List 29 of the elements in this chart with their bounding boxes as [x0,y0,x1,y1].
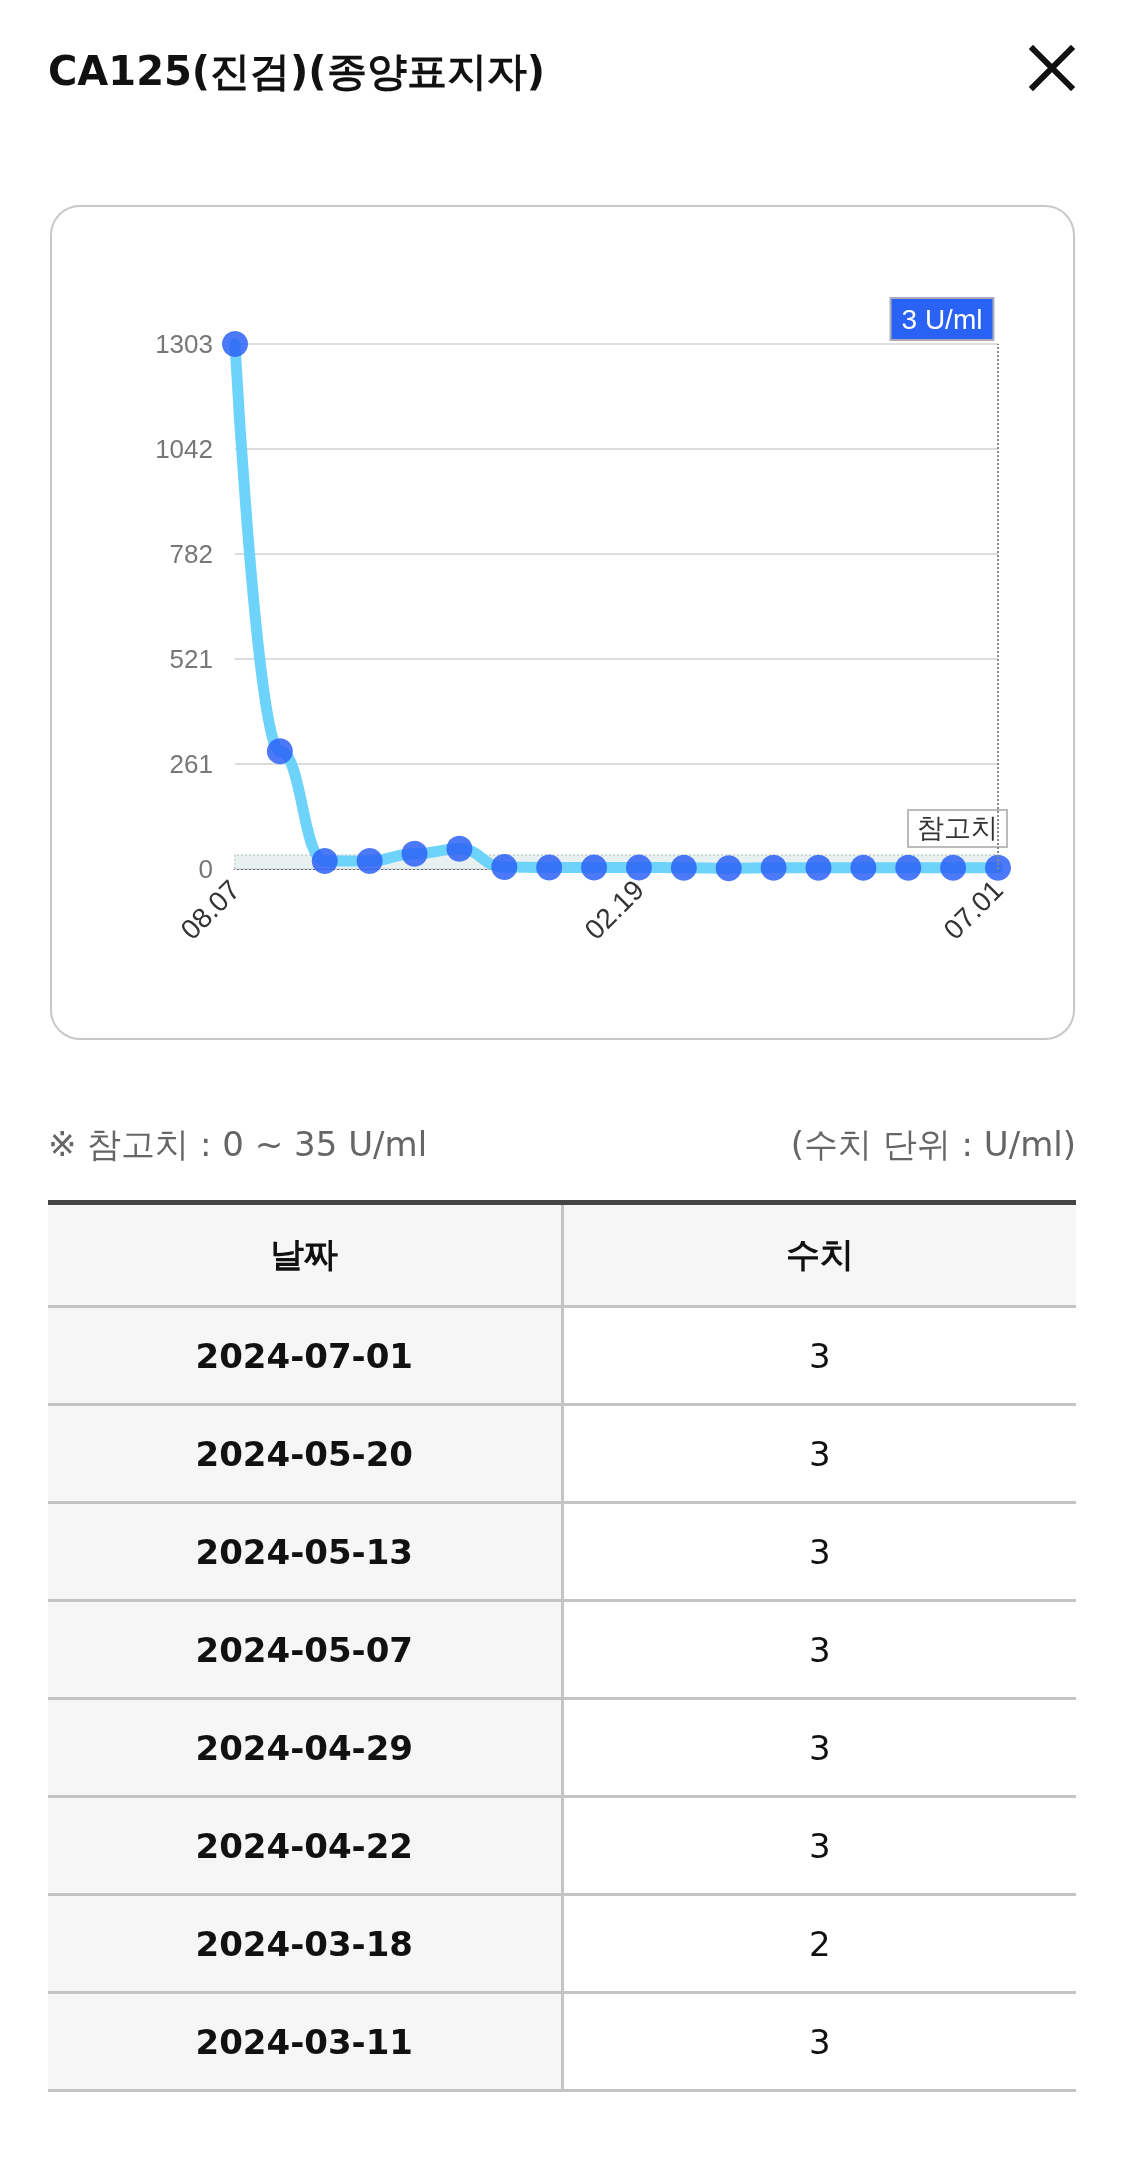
data-label: 3 [562,1306,1076,1405]
category-label: 2024-04-22 [48,1796,562,1895]
y-tick-label: 261 [169,748,213,779]
category-label: 2024-03-18 [48,1894,562,1993]
data-label: 3 [562,1698,1076,1797]
category-label: 2024-07-01 [48,1306,562,1405]
y-tick-label: 0 [198,854,213,884]
category-label: 2024-05-07 [48,1600,562,1699]
category-label: 2024-03-11 [48,1992,562,2091]
text: 3 U/ml [901,303,983,335]
data-label: 3 [562,1404,1076,1503]
band-label: 참고치 [917,813,998,844]
text: 날짜 [48,1202,562,1307]
text: 수치 [562,1202,1076,1307]
y-tick-label: 1042 [155,434,213,465]
data-label: 3 [562,1992,1076,2091]
y-tick-label: 782 [169,538,213,569]
category-label: 2024-05-13 [48,1502,562,1601]
text: (수치 단위 : U/ml) [790,1123,1076,1166]
data-label: 3 [562,1600,1076,1699]
category-label: 2024-05-20 [48,1404,562,1503]
y-tick-label: 1303 [155,329,213,359]
data-label: 3 [562,1796,1076,1895]
y-tick-label: 521 [169,644,213,675]
data-label: 3 [562,1502,1076,1601]
data-label: 2 [562,1894,1076,1993]
chart-title: CA125(진검)(종양표지자) [48,47,545,96]
category-label: 2024-04-29 [48,1698,562,1797]
text: ※ 참고치 : 0 ~ 35 U/ml [48,1123,428,1166]
